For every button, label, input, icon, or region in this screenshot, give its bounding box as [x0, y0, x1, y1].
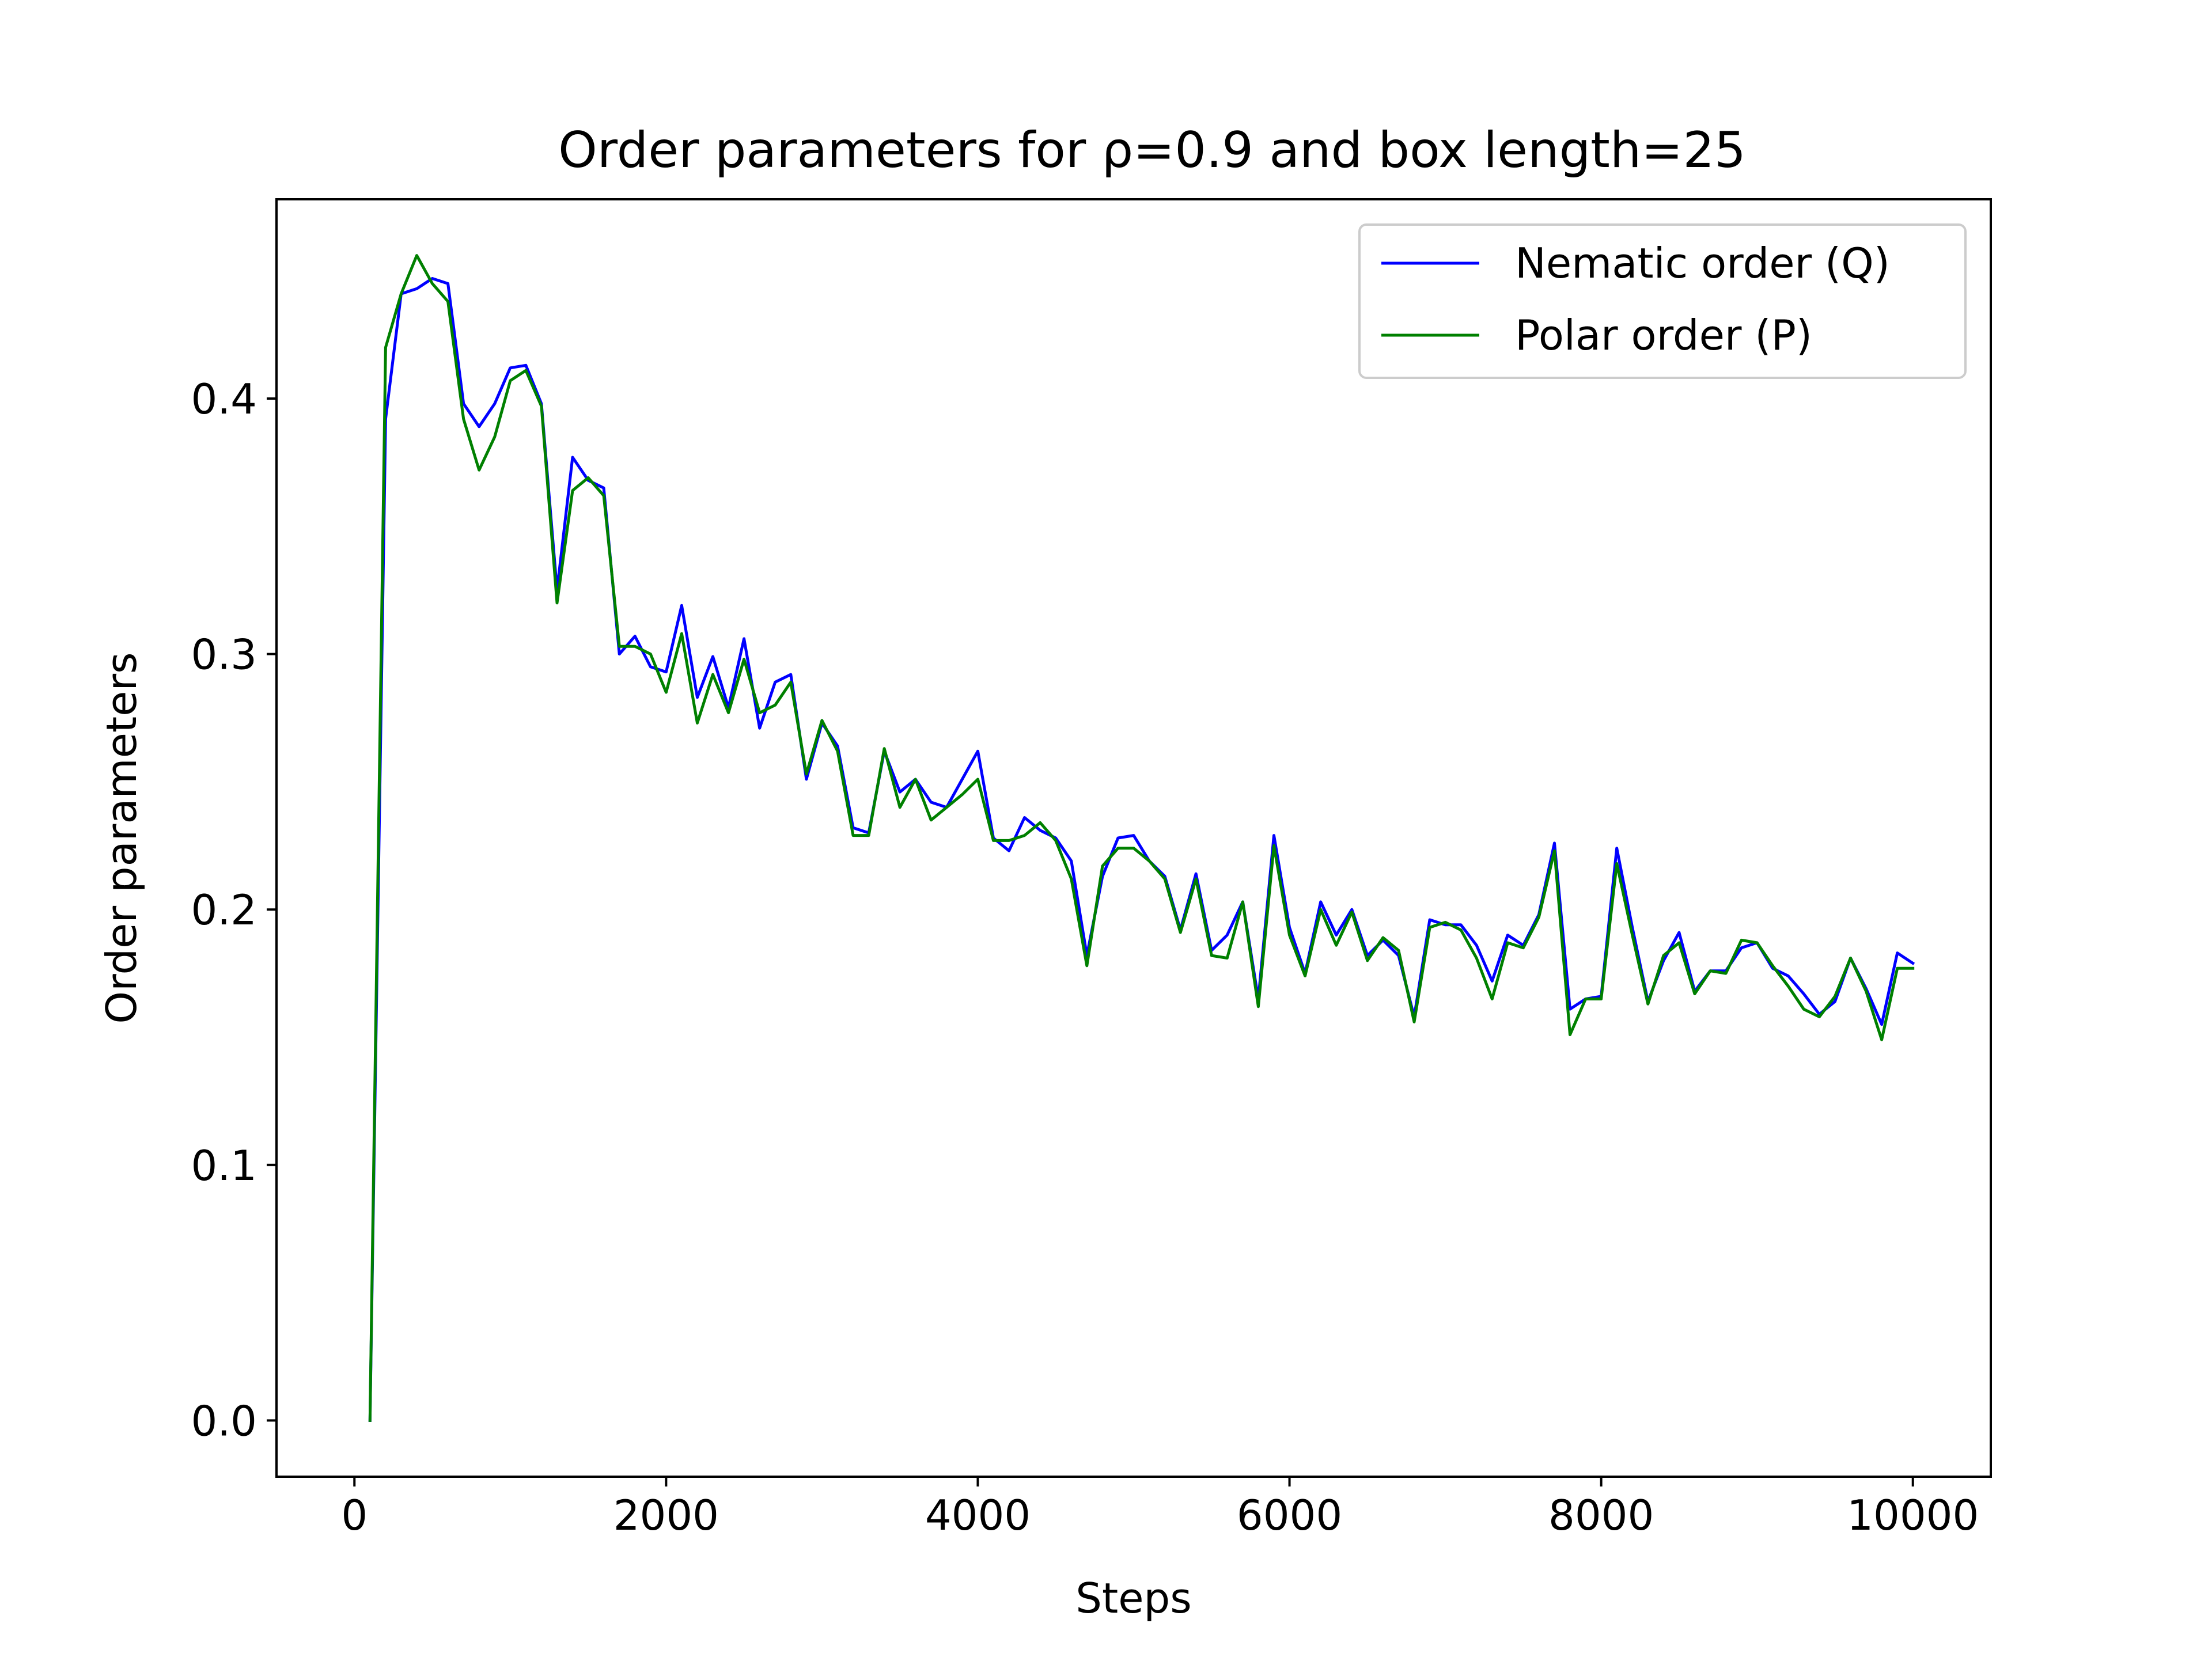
- x-tick-label: 4000: [925, 1491, 1031, 1539]
- y-tick-label: 0.3: [191, 631, 257, 679]
- y-tick-label: 0.2: [191, 886, 257, 934]
- y-tick-label: 0.4: [191, 375, 257, 423]
- legend-box: [1358, 223, 1967, 379]
- y-axis-ticks: 0.0 0.1 0.2 0.3 0.4: [191, 375, 276, 1445]
- series-line-polar-order: [368, 254, 1915, 1422]
- legend-label-polar: Polar order (P): [1515, 311, 1812, 359]
- chart-title: Order parameters for ρ=0.9 and box lengt…: [558, 122, 1746, 179]
- x-tick-label: 8000: [1548, 1491, 1654, 1539]
- x-tick-label: 6000: [1237, 1491, 1342, 1539]
- x-tick-label: 10000: [1847, 1491, 1979, 1539]
- x-tick-label: 0: [341, 1491, 368, 1539]
- legend: Nematic order (Q) Polar order (P): [1358, 223, 1967, 379]
- axes-frame: [275, 198, 1992, 1478]
- x-axis-ticks: 0 2000 4000 6000 8000 10000: [341, 1477, 1979, 1539]
- y-tick-label: 0.1: [191, 1142, 257, 1190]
- y-tick-label: 0.0: [191, 1397, 257, 1445]
- plot-area: [368, 254, 1915, 1422]
- x-tick-label: 2000: [613, 1491, 719, 1539]
- legend-label-nematic: Nematic order (Q): [1515, 239, 1890, 287]
- x-axis-label: Steps: [1075, 1574, 1191, 1622]
- y-axis-label: Order parameters: [97, 652, 146, 1023]
